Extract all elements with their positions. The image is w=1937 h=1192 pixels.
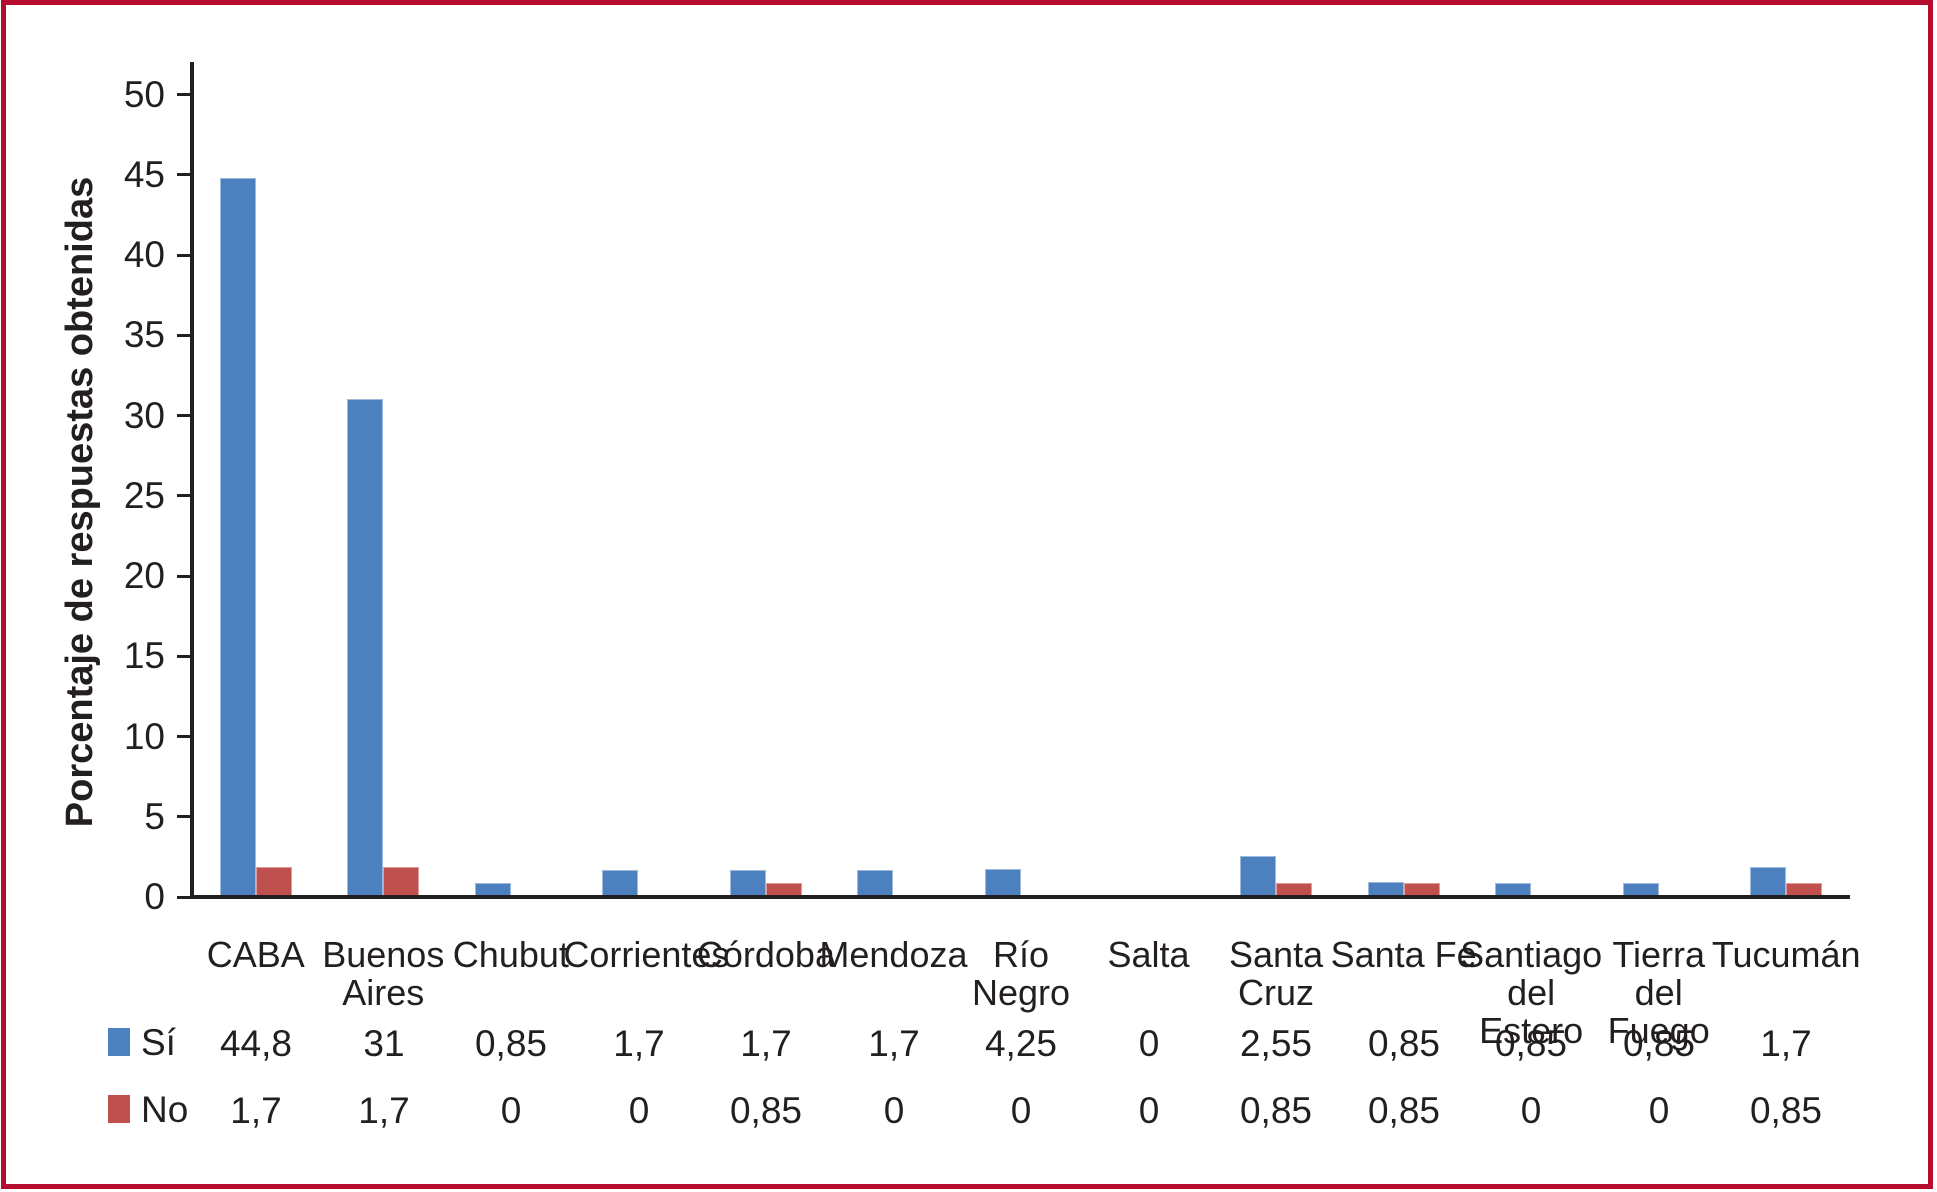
table-value-no-1: 1,7 [358, 1090, 410, 1131]
y-tick-label-5: 5 [144, 795, 165, 837]
y-tick-mark-35 [177, 333, 191, 337]
table-value-no-8: 0,85 [1239, 1090, 1312, 1131]
bar-si-5 [857, 870, 894, 897]
y-tick-label-30: 30 [123, 394, 165, 436]
table-value-no-0: 1,7 [230, 1090, 282, 1131]
table-value-no-10: 0 [1520, 1090, 1542, 1131]
table-value-no-4: 0,85 [729, 1090, 802, 1131]
legend-si-swatch [108, 1028, 130, 1056]
table-value-si-8: 2,55 [1239, 1023, 1312, 1064]
bar-si-1 [347, 399, 384, 897]
y-tick-mark-20 [177, 574, 191, 578]
y-tick-mark-40 [177, 253, 191, 257]
bar-si-3 [602, 870, 639, 897]
table-value-si-6: 4,25 [984, 1023, 1057, 1064]
table-value-no-6: 0 [1010, 1090, 1032, 1131]
category-label-3: Corrientes [563, 934, 730, 975]
legend-no-label: No [141, 1089, 189, 1130]
table-value-si-3: 1,7 [613, 1023, 665, 1064]
bar-si-6 [985, 869, 1021, 897]
table-value-no-11: 0 [1648, 1090, 1670, 1131]
legend-si-label: Sí [141, 1022, 176, 1063]
table-value-si-0: 44,8 [219, 1023, 292, 1064]
y-tick-label-45: 45 [123, 153, 165, 195]
table-value-no-12: 0,85 [1749, 1090, 1822, 1131]
bar-si-4 [729, 870, 766, 897]
y-tick-label-15: 15 [123, 635, 165, 677]
table-value-no-5: 0 [883, 1090, 905, 1131]
category-label-1: Buenos Aires [322, 934, 445, 1013]
legend-no-swatch [108, 1095, 130, 1123]
y-tick-mark-5 [177, 815, 191, 819]
bar-si-12 [1750, 867, 1787, 897]
table-value-si-9: 0,85 [1367, 1023, 1440, 1064]
table-value-si-1: 31 [363, 1023, 405, 1064]
y-tick-mark-15 [177, 654, 191, 658]
y-tick-label-40: 40 [123, 234, 165, 275]
y-tick-mark-25 [177, 494, 191, 498]
table-value-no-2: 0 [500, 1090, 522, 1131]
y-tick-mark-45 [177, 173, 191, 177]
table-value-no-7: 0 [1138, 1090, 1160, 1131]
table-value-si-2: 0,85 [474, 1023, 547, 1064]
bar-no-1 [383, 867, 420, 897]
y-tick-mark-30 [177, 414, 191, 417]
category-label-9: Santa Fe [1330, 934, 1477, 975]
bar-si-0 [219, 178, 256, 897]
category-label-7: Salta [1107, 934, 1190, 975]
category-label-0: CABA [206, 934, 305, 975]
y-axis-line [190, 62, 194, 899]
table-value-no-9: 0,85 [1367, 1090, 1440, 1131]
category-label-11: Tierra del Fuego [1607, 934, 1710, 1051]
y-tick-label-35: 35 [123, 314, 165, 356]
table-value-si-7: 0 [1138, 1023, 1160, 1064]
table-value-no-3: 0 [628, 1090, 650, 1131]
category-label-4: Córdoba [696, 934, 835, 975]
table-value-si-10: 0,85 [1494, 1023, 1567, 1064]
y-tick-mark-50 [177, 93, 191, 96]
category-label-10: Santiago del Estero [1460, 934, 1603, 1051]
category-label-5: Mendoza [819, 934, 968, 975]
y-tick-mark-10 [177, 735, 191, 738]
category-label-6: Río Negro [971, 934, 1071, 1013]
table-value-si-4: 1,7 [740, 1023, 792, 1064]
x-axis-line [190, 895, 1850, 899]
category-label-8: Santa Cruz [1229, 934, 1324, 1013]
category-label-2: Chubut [452, 934, 569, 975]
y-tick-label-20: 20 [123, 555, 165, 596]
y-tick-label-50: 50 [123, 73, 165, 115]
table-value-si-5: 1,7 [868, 1023, 920, 1064]
category-label-12: Tucumán [1711, 934, 1861, 975]
table-value-si-12: 1,7 [1760, 1023, 1812, 1064]
y-tick-mark-0 [177, 895, 191, 899]
y-tick-label-10: 10 [123, 715, 165, 757]
bar-si-8 [1240, 856, 1277, 897]
bar-no-0 [255, 867, 292, 897]
y-tick-label-25: 25 [123, 474, 165, 516]
table-value-si-11: 0,85 [1622, 1023, 1695, 1064]
y-tick-label-0: 0 [144, 876, 165, 917]
